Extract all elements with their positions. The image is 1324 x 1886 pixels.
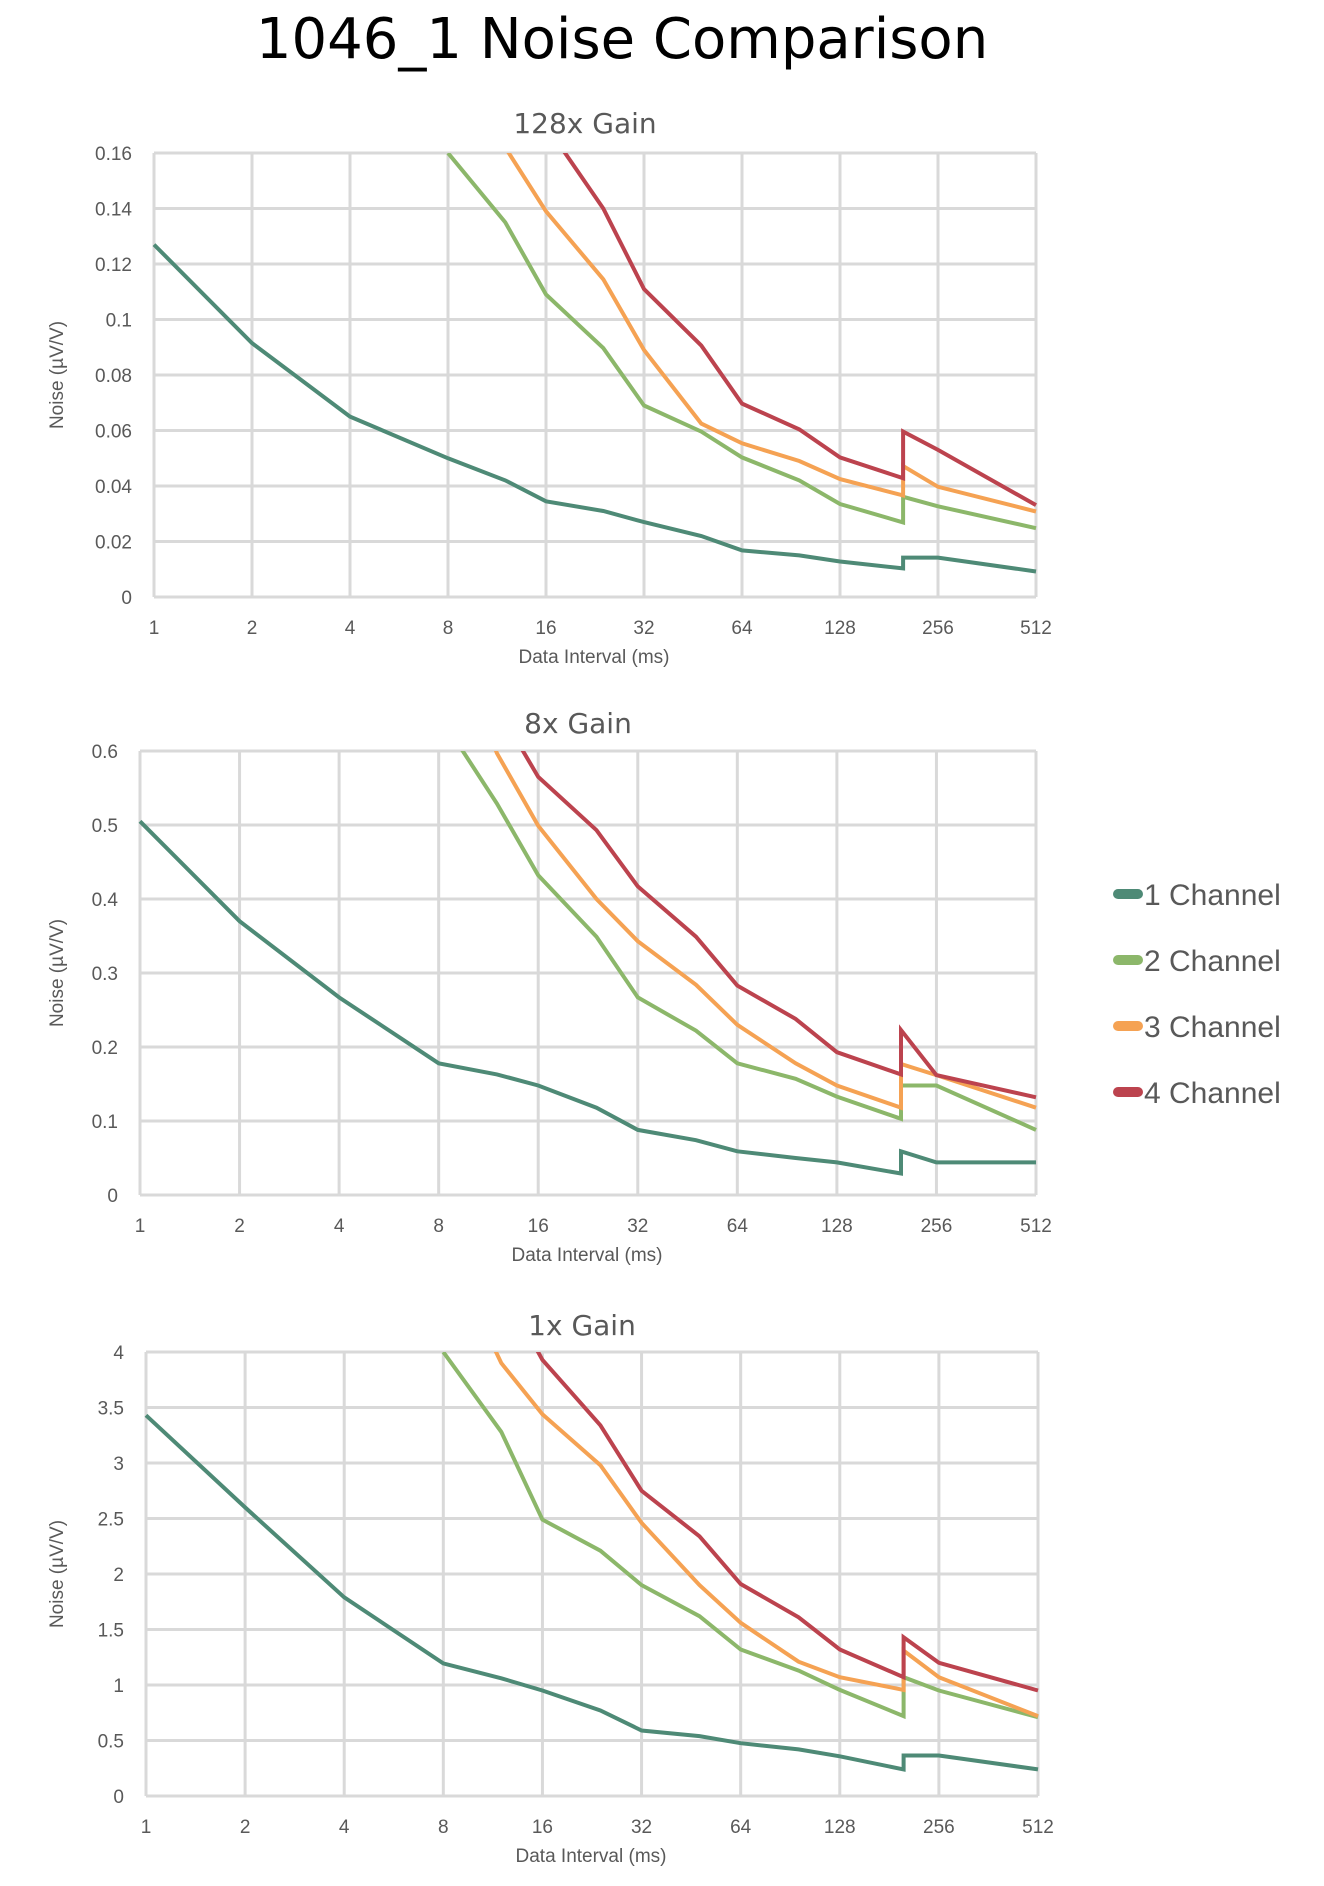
series-line-4-channel [520,751,1037,1100]
y-tick-label: 0.06 [95,422,132,443]
y-tick-label: 3 [113,1454,124,1475]
x-tick-label: 1 [135,1216,146,1237]
x-tick-label: 128 [821,1216,853,1237]
x-tick-label: 512 [1020,1216,1052,1237]
figure-title: 1046_1 Noise Comparison [256,7,988,72]
x-tick-label: 32 [633,618,654,639]
series-line-1-channel [144,1413,1039,1772]
y-tick-label: 0 [121,588,132,609]
x-axis-title: Data Interval (ms) [516,1846,667,1867]
chart-title: 8x Gain [524,707,632,740]
y-tick-label: 0.04 [95,477,132,498]
x-tick-label: 256 [923,1817,955,1838]
legend-item-2-channel: 2 Channel [1113,945,1281,978]
y-tick-label: 2.5 [98,1510,124,1531]
series-group [138,751,1037,1176]
legend: 1 Channel 2 Channel 3 Channel 4 Channel [1113,879,1281,1110]
x-tick-label: 8 [443,618,454,639]
x-tick-label: 8 [433,1216,444,1237]
chart-128x-gain: 128x Gain 0 0.02 0.04 0.06 0.08 0.1 0.12 0.14 0.1… [47,107,1052,668]
x-tick-label: 2 [247,618,258,639]
y-tick-label: 3.5 [98,1399,124,1420]
chart-1x-gain: 1x Gain 0 0.5 1 1.5 2 2.5 3 3.5 4 1 2 4 8 16 32 64 128 256… [47,1309,1054,1867]
y-tick-label: 2 [113,1565,124,1586]
series-group [152,153,1037,574]
series-line-4-channel [562,153,1037,507]
x-tick-label: 256 [921,1216,953,1237]
legend-label-3-channel: 3 Channel [1144,1011,1281,1044]
chart-title: 1x Gain [528,1309,636,1342]
y-tick-label: 0.6 [92,742,118,763]
chart-title: 128x Gain [513,107,656,140]
chart-8x-gain: 8x Gain 0 0.1 0.2 0.3 0.4 0.5 0.6 1 2 4 8 16 32 64 128 2… [47,707,1052,1266]
x-tick-label: 512 [1022,1817,1054,1838]
x-tick-label: 256 [922,618,954,639]
legend-item-4-channel: 4 Channel [1113,1077,1281,1110]
x-tick-label: 1 [141,1817,152,1838]
x-tick-label: 32 [631,1817,652,1838]
y-tick-label: 0.16 [95,144,132,165]
x-tick-label: 512 [1020,618,1052,639]
x-axis-title: Data Interval (ms) [512,1245,663,1266]
legend-label-4-channel: 4 Channel [1144,1077,1281,1110]
series-group [144,1352,1039,1772]
y-tick-label: 1.5 [98,1621,124,1642]
y-axis-title: Noise (µV/V) [47,1520,68,1628]
x-axis-title: Data Interval (ms) [519,647,670,668]
x-tick-label: 4 [345,618,356,639]
y-tick-label: 0.5 [92,816,118,837]
y-tick-label: 0.08 [95,366,132,387]
y-tick-label: 0.3 [92,964,118,985]
legend-label-1-channel: 1 Channel [1144,879,1281,912]
y-tick-label: 0.02 [95,533,132,554]
legend-label-2-channel: 2 Channel [1144,945,1281,978]
series-line-1-channel [152,243,1037,574]
x-tick-label: 1 [149,618,160,639]
x-tick-label: 128 [824,1817,856,1838]
x-tick-label: 16 [528,1216,549,1237]
x-tick-label: 2 [240,1817,251,1838]
y-tick-label: 0 [113,1787,124,1808]
x-tick-label: 16 [532,1817,553,1838]
x-tick-label: 64 [730,1817,752,1838]
x-tick-label: 16 [535,618,556,639]
y-tick-label: 0.2 [92,1038,118,1059]
y-tick-label: 4 [113,1343,124,1364]
x-tick-label: 4 [339,1817,350,1838]
y-tick-label: 1 [113,1676,124,1697]
y-axis-title: Noise (µV/V) [47,321,68,429]
x-tick-label: 128 [824,618,856,639]
x-tick-label: 8 [438,1817,449,1838]
series-line-1-channel [138,819,1036,1176]
y-tick-label: 0.4 [92,890,119,911]
x-tick-label: 32 [627,1216,648,1237]
x-tick-label: 64 [731,618,753,639]
legend-item-3-channel: 3 Channel [1113,1011,1281,1044]
y-tick-label: 0.5 [98,1732,124,1753]
x-tick-label: 2 [234,1216,245,1237]
x-tick-label: 4 [334,1216,345,1237]
y-tick-label: 0 [107,1186,118,1207]
y-tick-label: 0.14 [95,200,132,221]
y-tick-label: 0.1 [92,1112,118,1133]
legend-item-1-channel: 1 Channel [1113,879,1281,912]
y-axis-title: Noise (µV/V) [47,919,68,1027]
y-tick-label: 0.1 [106,311,132,332]
y-tick-label: 0.12 [95,255,132,276]
chart-panels: 128x Gain00.020.040.060.080.10.120.140.1… [47,107,1054,1867]
x-tick-label: 64 [727,1216,749,1237]
series-line-4-channel [535,1352,1039,1693]
